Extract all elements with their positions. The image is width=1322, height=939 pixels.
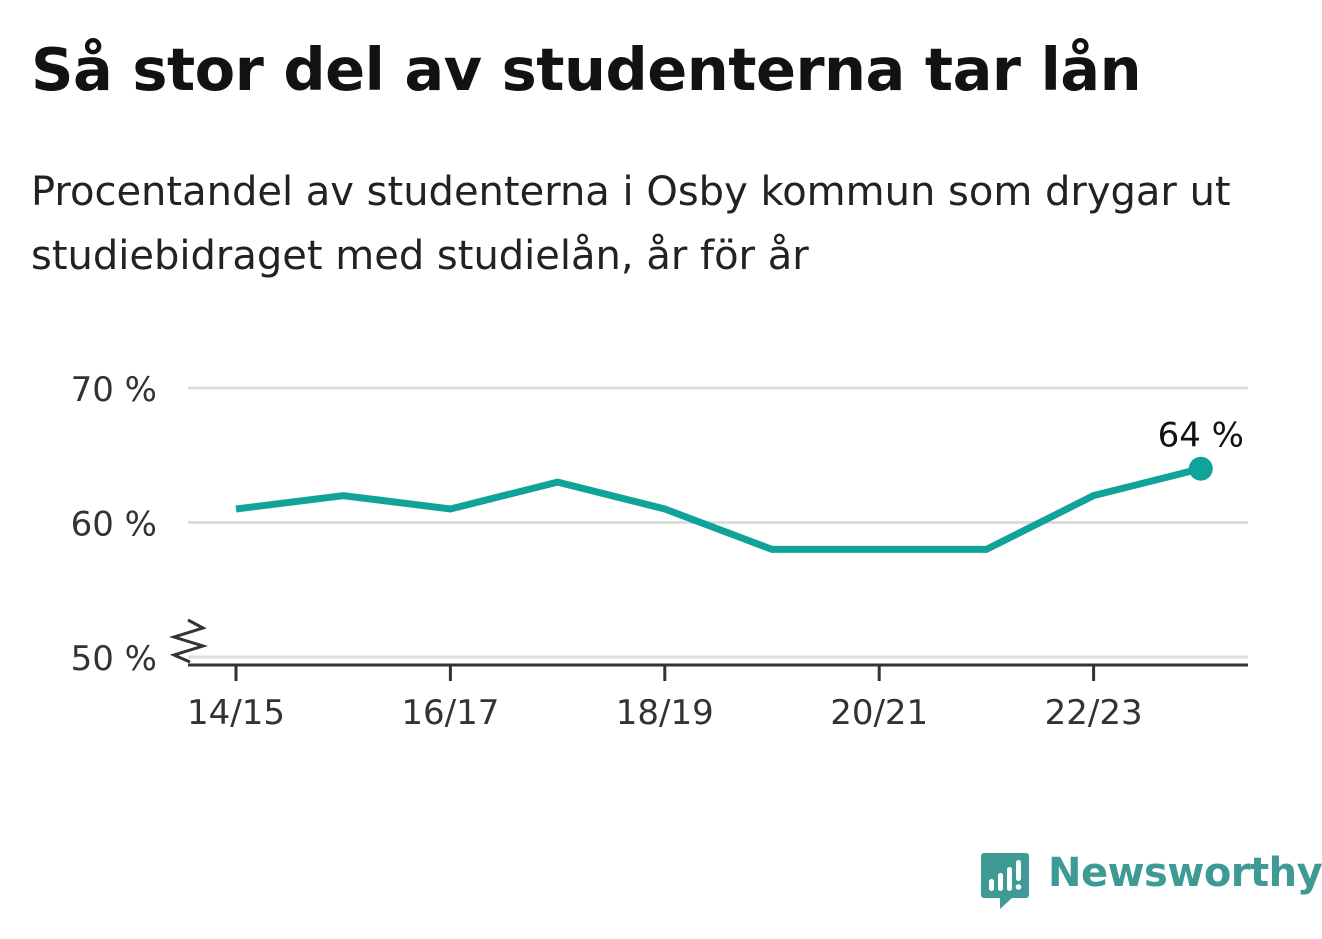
y-tick-label: 50 % (71, 639, 157, 679)
x-tick-label: 14/15 (187, 693, 285, 733)
x-tick-label: 18/19 (616, 693, 714, 733)
axis-break-marker (168, 618, 209, 664)
x-axis: 14/15 16/17 18/19 20/21 22/23 (187, 663, 1248, 733)
axis-break-zigzag (168, 618, 209, 664)
end-label-layer: 64 % (1158, 416, 1244, 456)
y-tick-labels: 70 % 60 % 50 % (71, 370, 157, 679)
chart-subtitle: Procentandel av studenterna i Osby kommu… (31, 169, 1231, 279)
last-value-label: 64 % (1158, 416, 1244, 456)
x-tick-label: 16/17 (401, 693, 499, 733)
logo-wordmark: Newsworthy (1048, 850, 1322, 896)
chart-title: Så stor del av studenterna tar lån (31, 35, 1142, 104)
last-data-point (1188, 456, 1213, 481)
gridlines (188, 386, 1248, 659)
x-tick-label: 22/23 (1045, 693, 1143, 733)
y-tick-label: 70 % (71, 370, 157, 410)
y-tick-label: 60 % (71, 505, 157, 545)
x-tick-label: 20/21 (830, 693, 928, 733)
series-line (235, 465, 1202, 553)
newsworthy-logo-icon (981, 853, 1029, 909)
data-series (235, 456, 1213, 553)
newsworthy-logo: Newsworthy (980, 848, 1322, 912)
